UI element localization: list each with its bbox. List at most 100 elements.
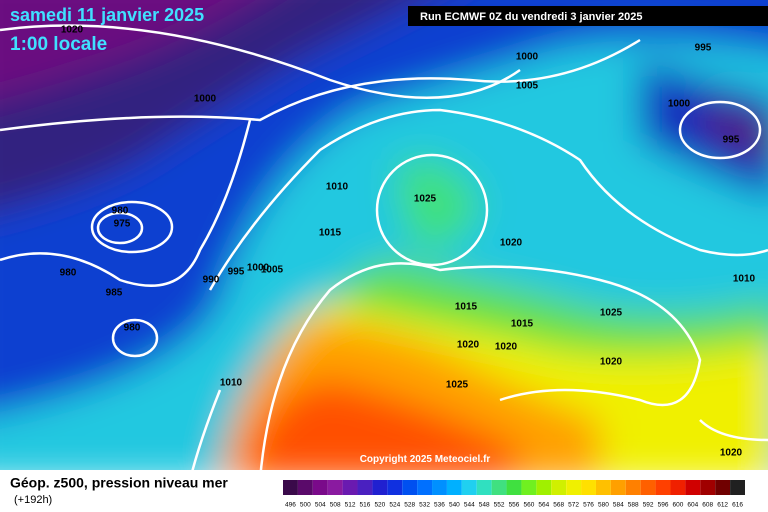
lead-time: (+192h)	[14, 494, 52, 506]
scale-label: 552	[494, 502, 505, 509]
scale-swatch	[700, 480, 716, 495]
scale-swatch	[387, 480, 403, 495]
scale-label: 544	[464, 502, 475, 509]
isobar-label: 995	[228, 267, 245, 278]
isobar-label: 1010	[326, 182, 349, 193]
scale-swatch	[506, 480, 522, 495]
scale-label: 608	[702, 502, 713, 509]
isobar-label: 1020	[500, 238, 523, 249]
scale-label: 588	[628, 502, 639, 509]
scale-swatch	[715, 480, 731, 495]
scale-swatch	[536, 480, 552, 495]
isobar-label: 1020	[61, 25, 84, 36]
scale-swatch	[610, 480, 626, 495]
scale-swatch	[476, 480, 492, 495]
scale-label: 500	[300, 502, 311, 509]
scale-swatch	[432, 480, 447, 495]
isobar-label: 980	[112, 206, 129, 217]
scale-swatch	[283, 480, 298, 495]
scale-swatch	[312, 480, 328, 495]
isobar-label: 1010	[220, 378, 243, 389]
scale-label: 568	[553, 502, 564, 509]
scale-swatch	[372, 480, 388, 495]
scale-label: 612	[717, 502, 728, 509]
scale-label: 504	[315, 502, 326, 509]
isobar-label: 975	[114, 219, 131, 230]
scale-swatch	[461, 480, 477, 495]
scale-label: 512	[345, 502, 356, 509]
scale-label: 592	[643, 502, 654, 509]
scale-label: 572	[568, 502, 579, 509]
isobar-labels: 1020100010009951005100099598097598098598…	[60, 25, 756, 459]
scale-swatch	[670, 480, 686, 495]
run-banner	[408, 6, 768, 26]
scale-swatch	[491, 480, 507, 495]
scale-label: 528	[404, 502, 415, 509]
scale-swatch	[417, 480, 433, 495]
isobar-label: 1000	[668, 99, 691, 110]
isobar-label: 1000	[247, 263, 270, 274]
isobar-label: 990	[203, 275, 220, 286]
isobar-label: 1015	[455, 302, 478, 313]
scale-label: 508	[330, 502, 341, 509]
scale-swatch	[625, 480, 641, 495]
scale-swatch	[655, 480, 671, 495]
scale-swatch	[581, 480, 596, 495]
scale-swatch	[640, 480, 656, 495]
scale-label: 564	[538, 502, 549, 509]
isobar-label: 1020	[600, 357, 623, 368]
scale-label: 604	[687, 502, 698, 509]
scale-label: 496	[285, 502, 296, 509]
date-label: samedi 11 janvier 2025	[10, 5, 204, 25]
isobar-label: 1005	[516, 81, 539, 92]
isobar-label: 980	[60, 268, 77, 279]
scale-label: 584	[613, 502, 624, 509]
run-info: Run ECMWF 0Z du vendredi 3 janvier 2025	[420, 11, 643, 23]
scale-label: 596	[658, 502, 669, 509]
isobar-label: 985	[106, 288, 123, 299]
scale-swatch	[551, 480, 567, 495]
scale-swatch	[342, 480, 358, 495]
scale-label: 540	[449, 502, 460, 509]
scale-swatch	[446, 480, 462, 495]
scale-label: 548	[479, 502, 490, 509]
isobar-label: 1020	[495, 342, 518, 353]
geopotential-field	[0, 0, 768, 480]
scale-swatch	[566, 480, 582, 495]
scale-label: 576	[583, 502, 594, 509]
scale-swatch	[357, 480, 373, 495]
isobars	[0, 24, 768, 481]
isobar-label: 1000	[194, 94, 217, 105]
scale-label: 532	[419, 502, 430, 509]
isobar-label: 1015	[511, 319, 534, 330]
isobar-label: 1005	[261, 265, 284, 276]
scale-label: 560	[523, 502, 534, 509]
scale-swatch	[327, 480, 343, 495]
color-scale: 496 500 504 508 512 516 520 524 528 532 536 540 544 5…	[283, 480, 745, 509]
isobar-label: 995	[723, 135, 740, 146]
scale-swatch	[402, 480, 418, 495]
scale-swatch	[730, 480, 745, 495]
scale-label: 556	[509, 502, 520, 509]
footer-title: Géop. z500, pression niveau mer	[10, 475, 228, 491]
isobar-label: 1025	[414, 194, 437, 205]
scale-swatch	[521, 480, 537, 495]
isobar-label: 995	[695, 43, 712, 54]
isobar-label: 980	[124, 323, 141, 334]
scale-label: 580	[598, 502, 609, 509]
scale-label: 524	[389, 502, 400, 509]
scale-swatch	[685, 480, 701, 495]
scale-label: 520	[374, 502, 385, 509]
isobar-label: 1020	[720, 448, 743, 459]
time-label: 1:00 locale	[10, 34, 107, 55]
isobar-label: 1015	[319, 228, 342, 239]
isobar-label: 1025	[446, 380, 469, 391]
scale-swatch	[595, 480, 611, 495]
isobar-label: 1025	[600, 308, 623, 319]
scale-label: 536	[434, 502, 445, 509]
scale-label: 616	[732, 502, 743, 509]
copyright: Copyright 2025 Meteociel.fr	[360, 454, 491, 465]
isobar-label: 1010	[733, 274, 756, 285]
isobar-label: 1000	[516, 52, 539, 63]
